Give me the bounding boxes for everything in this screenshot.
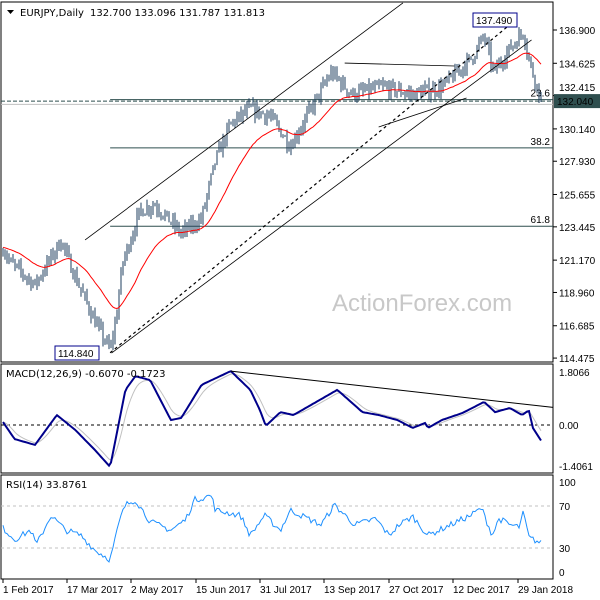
y-tick-label: 136.900 [559,26,596,37]
current-price-box [554,94,600,109]
rsi-tick-label: 0 [559,568,565,579]
macd-tick-label: 0.00 [559,421,579,432]
rsi-pane-frame [0,474,554,580]
moving-average-line [2,52,542,310]
y-tick-label: 125.655 [559,191,596,202]
high-price-label-box [472,12,518,28]
y-tick-label: 132.415 [559,83,596,94]
trendline [378,97,467,128]
macd-tick-label: -1.4061 [559,462,593,473]
macd-header: MACD(12,26,9) -0.6070 -0.1723 [6,369,166,380]
watermark: ActionForex.com [332,290,512,317]
y-tick-label: 116.685 [559,322,595,333]
x-tick-label: 13 Sep 2017 [324,585,381,596]
y-tick-label: 130.140 [559,125,596,136]
y-tick-label: 123.445 [559,223,596,234]
rsi-tick-label: 30 [559,544,571,555]
rsi-tick-label: 70 [559,502,571,513]
rsi-pane: 100 70 30 0 [0,474,576,580]
fib-level-label: 61.8 [531,215,551,226]
rsi-header: RSI(14) 33.8761 [6,480,87,491]
trendline [344,62,455,67]
fib-level-label: 23.6 [531,89,551,100]
y-tick-label: 127.930 [559,157,596,168]
macd-signal-line [2,373,542,461]
y-tick-label: 134.625 [559,59,596,70]
collapse-triangle-icon[interactable] [7,10,14,14]
trendline [111,39,532,354]
macd-tick-label: 1.8066 [559,368,590,379]
x-tick-label: 15 Jun 2017 [196,585,251,596]
rsi-tick-label: 100 [559,478,576,489]
x-tick-label: 12 Dec 2017 [453,585,510,596]
low-price-label-box [54,345,100,361]
x-tick-label: 31 Jul 2017 [260,585,312,596]
x-axis: 1 Feb 2017 17 Mar 2017 2 May 2017 15 Jun 20… [2,579,573,596]
price-ohlc-readout: 132.700 133.096 131.787 131.813 [90,8,265,19]
x-tick-label: 27 Oct 2017 [389,585,444,596]
x-tick-label: 29 Jan 2018 [518,585,573,596]
x-tick-label: 2 May 2017 [131,585,184,596]
y-tick-label: 118.960 [559,288,595,299]
price-pane-frame [0,1,554,363]
macd-trendline [230,370,554,408]
y-tick-label: 121.170 [559,256,596,267]
x-tick-label: 1 Feb 2017 [3,585,54,596]
price-header: EURJPY,Daily [20,8,84,19]
fib-level-label: 38.2 [531,137,551,148]
trendline [84,2,404,241]
price-pane: 136.900 134.625 132.415 130.140 127.930 125.6… [0,1,600,365]
macd-pane-frame [0,363,554,474]
low-price-label: 114.840 [58,349,94,360]
high-price-label: 137.490 [476,16,513,27]
y-tick-label: 114.475 [559,354,595,365]
rsi-line [2,494,542,563]
current-price-label: 132.040 [557,97,594,108]
macd-pane: 1.8066 0.00 -1.4061 [0,363,593,474]
x-tick-label: 17 Mar 2017 [67,585,124,596]
macd-line [2,370,542,468]
